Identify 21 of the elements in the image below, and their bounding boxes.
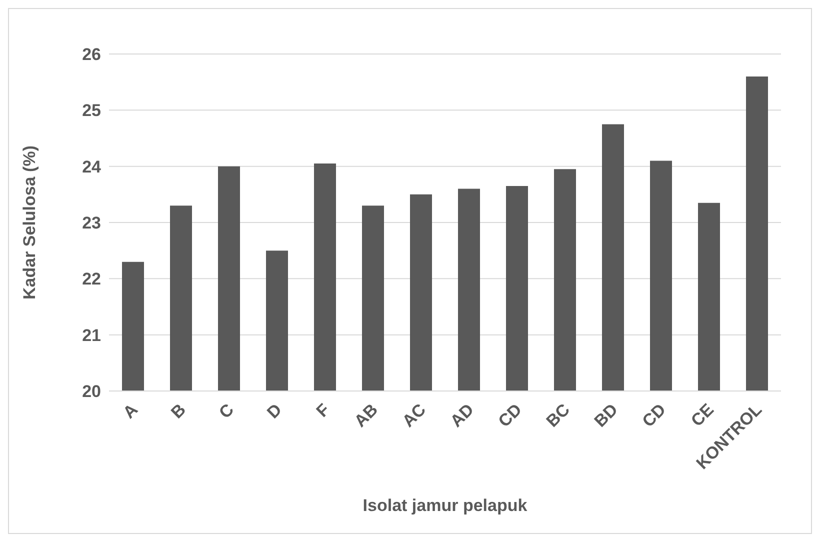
x-tick-label: D [263, 400, 286, 422]
y-tick-label: 25 [82, 101, 101, 120]
x-tick-label: B [167, 400, 190, 422]
y-tick-label: 24 [82, 157, 102, 176]
y-tick-label: 20 [82, 382, 101, 402]
y-tick-label: 23 [82, 214, 101, 233]
x-tick-label: AD [446, 400, 478, 431]
x-tick-label: C [215, 400, 238, 422]
y-tick-label: 21 [82, 326, 101, 345]
y-tick-label: 26 [82, 45, 101, 64]
x-tick-label: AC [398, 400, 430, 431]
x-tick-label: CD [638, 400, 670, 431]
y-axis-title: Kadar Selulosa (%) [20, 146, 40, 300]
x-tick-label: BC [542, 400, 574, 431]
y-tick-label: 22 [82, 270, 101, 289]
x-tick-label: F [312, 400, 334, 421]
x-tick-label: A [119, 400, 142, 422]
x-tick-label: AB [350, 400, 382, 431]
x-tick-label: BD [590, 400, 622, 431]
x-tick-label: CD [494, 400, 526, 431]
x-axis-title: Isolat jamur pelapuk [362, 496, 528, 515]
